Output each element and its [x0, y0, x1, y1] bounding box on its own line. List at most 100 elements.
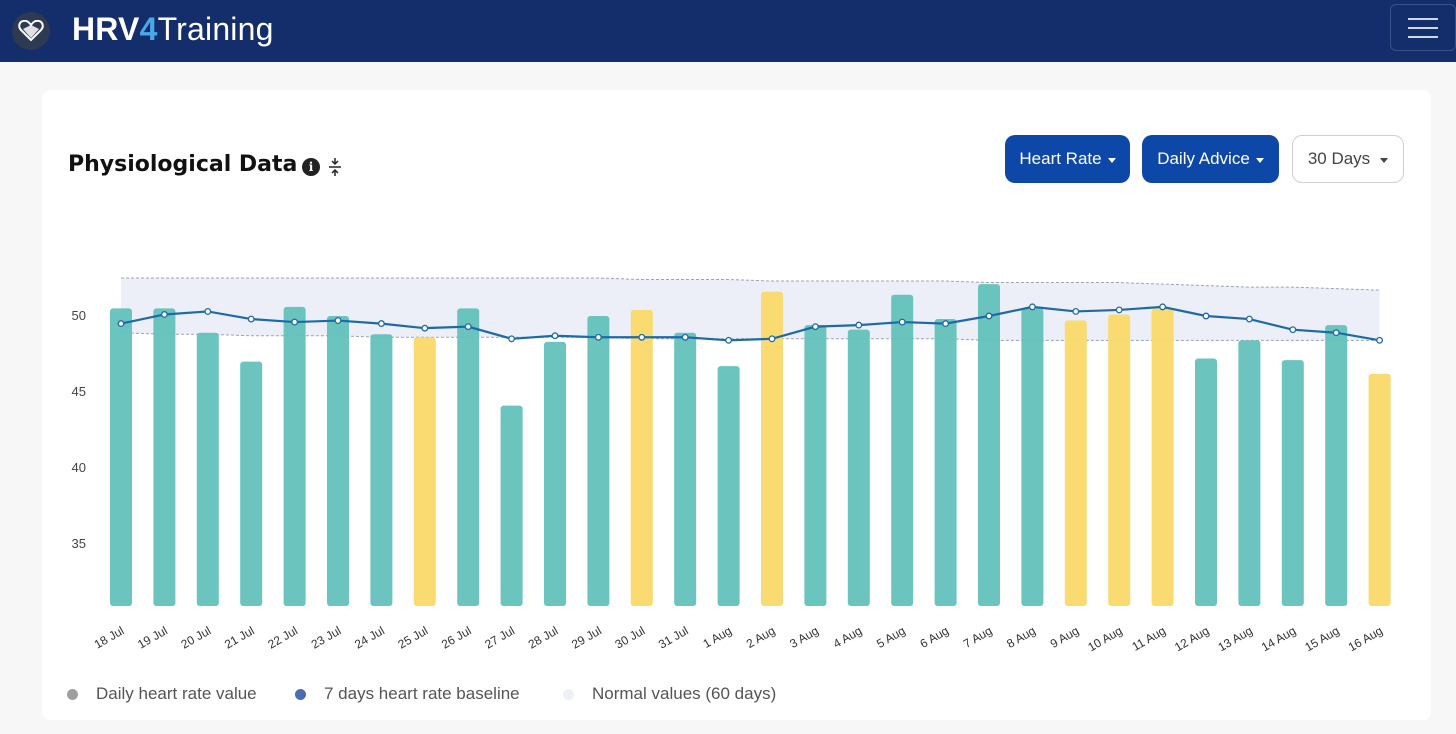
baseline-point [508, 335, 516, 343]
x-tick-label: 1 Aug [701, 623, 735, 650]
baseline-point [681, 333, 689, 341]
metric-dropdown-label: Heart Rate [1019, 149, 1102, 168]
bar-2-aug [761, 291, 783, 606]
x-tick-label: 25 Jul [396, 623, 431, 651]
advice-dropdown-button[interactable]: Daily Advice [1142, 135, 1279, 183]
x-tick-label: 28 Jul [526, 623, 561, 651]
bar-7-aug [978, 284, 1000, 606]
bar-26-jul [457, 308, 480, 606]
bar-3-aug [804, 325, 827, 606]
x-tick-label: 24 Jul [352, 623, 387, 651]
x-tick-label: 26 Jul [439, 623, 474, 651]
x-tick-label: 11 Aug [1130, 623, 1169, 653]
x-tick-label: 16 Aug [1346, 623, 1385, 654]
baseline-point [1332, 329, 1340, 337]
advice-dropdown-label: Daily Advice [1157, 149, 1250, 168]
baseline-point [1072, 307, 1080, 315]
normal-range-band [121, 278, 1380, 341]
top-navbar: HRV4Training [0, 0, 1456, 62]
baseline-point [204, 307, 212, 315]
baseline-point [334, 317, 342, 325]
baseline-line [120, 305, 1380, 342]
info-icon[interactable]: i [302, 158, 320, 176]
bar-29-jul [587, 316, 610, 606]
baseline-point [1115, 306, 1123, 314]
bar-22-jul [283, 306, 306, 606]
x-tick-label: 23 Jul [309, 623, 344, 651]
bar-23-jul [327, 316, 349, 606]
x-tick-label: 19 Jul [135, 623, 170, 651]
baseline-point [160, 311, 168, 318]
x-tick-label: 31 Jul [656, 623, 691, 651]
x-tick-label: 12 Aug [1172, 623, 1211, 654]
baseline-point [898, 318, 906, 326]
menu-bar [1408, 35, 1438, 38]
baseline-point [942, 320, 950, 328]
baseline-point [768, 335, 776, 343]
baseline-point [291, 318, 299, 326]
legend-normal-range[interactable]: Normal values (60 days) [563, 683, 776, 705]
brand-logo[interactable]: HRV4Training [72, 11, 274, 48]
brand-prefix: HRV [72, 11, 140, 47]
chevron-down-icon [1107, 157, 1116, 163]
x-tick-label: 13 Aug [1216, 623, 1255, 654]
bar-13-aug [1238, 340, 1261, 606]
x-tick-label: 27 Jul [482, 623, 517, 651]
bar-15-aug [1325, 325, 1348, 606]
baseline-point [725, 336, 733, 344]
legend-baseline[interactable]: 7 days heart rate baseline [295, 683, 520, 705]
bar-8-aug [1021, 308, 1044, 606]
x-tick-label: 8 Aug [1004, 623, 1038, 650]
baseline-point [811, 323, 819, 331]
legend-dot [295, 688, 306, 700]
legend-label: 7 days heart rate baseline [324, 684, 520, 703]
x-tick-label: 2 Aug [744, 623, 778, 650]
bar-4-aug [847, 329, 870, 606]
collapse-vertical-icon[interactable] [327, 157, 343, 177]
x-tick-label: 5 Aug [874, 623, 908, 650]
bar-21-jul [240, 361, 263, 606]
bar-30-jul [630, 309, 653, 606]
legend-dot [67, 688, 78, 700]
legend-label: Normal values (60 days) [592, 684, 777, 703]
x-tick-label: 20 Jul [179, 623, 214, 651]
x-tick-label: 10 Aug [1085, 623, 1124, 654]
y-tick-label: 35 [72, 536, 86, 551]
legend-dot [563, 688, 574, 700]
baseline-point [421, 324, 429, 332]
baseline-point [1028, 303, 1036, 311]
y-tick-label: 50 [72, 308, 86, 323]
baseline-point [1289, 326, 1297, 334]
baseline-point [551, 332, 559, 340]
bar-19-jul [153, 308, 176, 606]
bar-5-aug [891, 294, 914, 606]
x-tick-label: 6 Aug [918, 623, 952, 650]
bar-16-aug [1368, 373, 1391, 606]
x-tick-label: 3 Aug [787, 623, 821, 650]
range-dropdown-button[interactable]: 30 Days [1292, 135, 1404, 183]
bar-27-jul [500, 405, 523, 606]
x-tick-label: 29 Jul [569, 623, 604, 651]
brand-suffix: Training [157, 11, 274, 47]
heart-logo-icon[interactable] [12, 12, 50, 50]
bar-6-aug [934, 319, 957, 606]
range-dropdown-label: 30 Days [1307, 149, 1371, 168]
y-tick-label: 40 [72, 460, 86, 475]
bar-24-jul [370, 334, 393, 606]
bar-14-aug [1281, 360, 1304, 606]
menu-bar [1408, 17, 1438, 20]
x-tick-label: 22 Jul [265, 623, 300, 651]
legend-daily-value[interactable]: Daily heart rate value [67, 683, 257, 705]
metric-dropdown-button[interactable]: Heart Rate [1005, 135, 1130, 183]
x-tick-label: 21 Jul [222, 623, 257, 651]
bar-28-jul [544, 341, 566, 606]
baseline-point [247, 315, 255, 323]
x-tick-label: 18 Jul [92, 623, 127, 651]
x-tick-label: 7 Aug [961, 623, 995, 650]
bar-9-aug [1064, 320, 1087, 606]
x-tick-label: 30 Jul [613, 623, 648, 651]
brand-digit: 4 [139, 11, 158, 47]
bar-18-jul [110, 308, 132, 606]
bar-12-aug [1195, 358, 1217, 606]
baseline-point [594, 333, 602, 341]
